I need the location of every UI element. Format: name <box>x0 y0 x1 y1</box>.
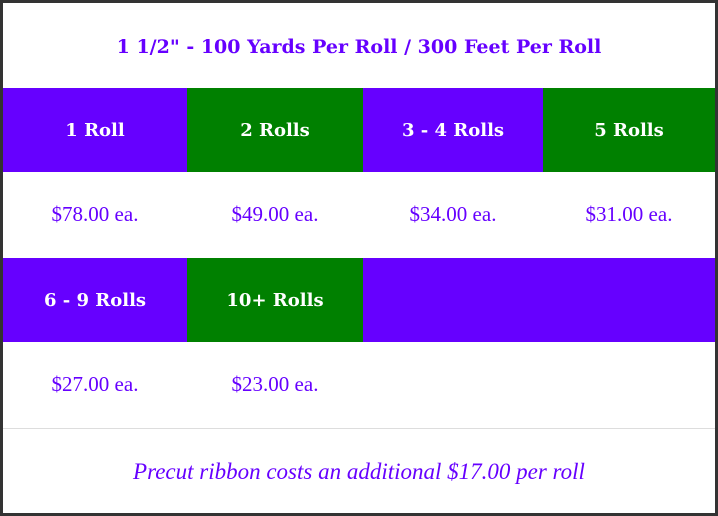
precut-note: Precut ribbon costs an additional $17.00… <box>3 428 715 514</box>
tier-label-3-4-rolls: 3 - 4 Rolls <box>363 88 543 172</box>
tier-label-6-9-rolls: 6 - 9 Rolls <box>3 258 187 342</box>
tier-label-1-roll: 1 Roll <box>3 88 187 172</box>
tier-label-5-rolls: 5 Rolls <box>543 88 715 172</box>
price-6-9-rolls: $27.00 ea. <box>51 372 139 396</box>
tier-price-row-2: $27.00 ea. $23.00 ea. <box>3 342 715 427</box>
price-2-rolls: $49.00 ea. <box>231 202 319 226</box>
price-1-roll: $78.00 ea. <box>51 202 139 226</box>
tier-header-row-1: 1 Roll 2 Rolls 3 - 4 Rolls 5 Rolls <box>3 88 715 172</box>
table-title: 1 1/2" - 100 Yards Per Roll / 300 Feet P… <box>3 3 715 91</box>
price-3-4-rolls: $34.00 ea. <box>409 202 497 226</box>
tier-header-row-2: 6 - 9 Rolls 10+ Rolls <box>3 258 715 342</box>
tier-label-10-plus-rolls: 10+ Rolls <box>187 258 363 342</box>
price-5-rolls: $31.00 ea. <box>585 202 673 226</box>
empty-header-cell <box>363 258 715 342</box>
price-10-plus-rolls: $23.00 ea. <box>231 372 319 396</box>
tier-price-row-1: $78.00 ea. $49.00 ea. $34.00 ea. $31.00 … <box>3 172 715 257</box>
tier-label-2-rolls: 2 Rolls <box>187 88 363 172</box>
